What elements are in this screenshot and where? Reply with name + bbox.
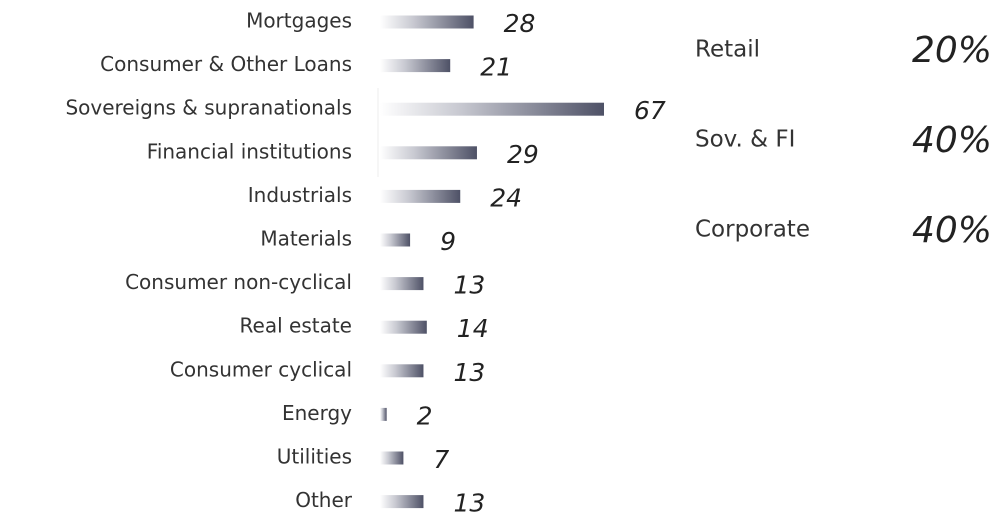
bar	[380, 277, 424, 291]
value-label: 2	[417, 401, 433, 430]
category-label: Utilities	[277, 445, 352, 469]
category-label: Sovereigns & supranationals	[65, 96, 352, 120]
value-label: 29	[507, 140, 539, 169]
bar	[380, 146, 477, 160]
category-label: Energy	[282, 401, 352, 425]
value-label: 9	[440, 227, 456, 256]
value-label: 7	[433, 445, 449, 474]
category-label: Real estate	[240, 314, 352, 338]
bar	[380, 407, 387, 421]
value-label: 21	[480, 53, 512, 82]
value-label: 28	[504, 9, 536, 38]
value-label: 13	[453, 489, 485, 514]
category-label: Other	[295, 488, 353, 512]
bar	[380, 233, 411, 247]
value-label: 13	[453, 271, 485, 300]
value-label: 13	[453, 358, 485, 387]
value-label: 67	[634, 96, 666, 125]
bar	[380, 364, 424, 378]
bar	[380, 15, 474, 29]
bar	[380, 320, 427, 334]
value-label: 24	[490, 183, 522, 212]
category-label: Materials	[260, 227, 352, 251]
category-label: Consumer cyclical	[170, 357, 352, 381]
group-value: 20%	[912, 30, 992, 71]
bar	[380, 451, 404, 465]
bar	[380, 189, 461, 203]
category-label: Mortgages	[246, 9, 352, 33]
category-label: Industrials	[248, 183, 352, 207]
category-label: Consumer non-cyclical	[125, 270, 352, 294]
bar	[380, 102, 604, 116]
category-label: Financial institutions	[147, 139, 352, 163]
bar	[380, 495, 424, 509]
group-value: 40%	[912, 120, 992, 161]
category-label: Consumer & Other Loans	[100, 52, 352, 76]
bar	[380, 59, 451, 73]
group-value: 40%	[912, 210, 992, 251]
group-label: Corporate	[695, 217, 810, 243]
group-label: Sov. & FI	[695, 127, 795, 153]
group-label: Retail	[695, 37, 760, 63]
value-label: 14	[457, 314, 489, 343]
